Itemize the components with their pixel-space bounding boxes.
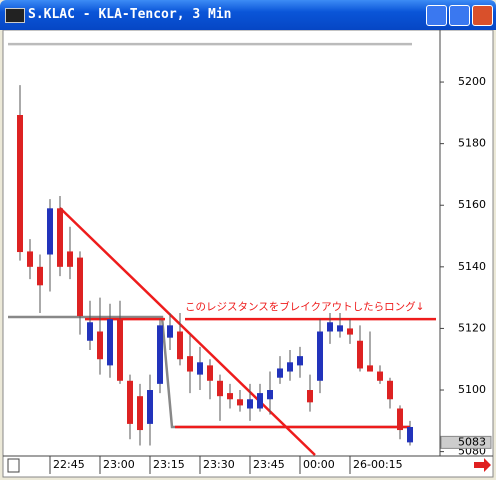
candle-body [47,208,53,255]
x-tick-label: 23:00 [103,458,135,471]
candle-body [397,408,403,431]
candle-body [57,208,63,267]
candle-body [77,257,83,317]
candle-body [17,115,23,253]
candle-body [27,251,33,267]
x-tick-label: 23:15 [153,458,185,471]
candle-body [207,365,213,381]
candle-body [107,319,113,366]
candle-body [137,396,143,431]
window-title: S.KLAC - KLA-Tencor, 3 Min [28,7,232,22]
candle-body [307,390,313,403]
candle-body [337,325,343,332]
candle-body [227,393,233,400]
candle-body [317,331,323,381]
last-price-box [440,435,492,449]
candle-body [157,325,163,384]
close-button[interactable] [472,5,493,26]
y-tick-label: 5140 [458,260,486,273]
last-price-label: 5083 [458,435,486,448]
candle-body [387,380,393,400]
x-tick-label: 23:45 [253,458,285,471]
candle-body [287,362,293,372]
candle-body [327,322,333,332]
candle-body [247,399,253,409]
overlay-line [59,207,316,456]
scroll-arrow[interactable] [474,458,491,472]
y-tick-label: 5120 [458,321,486,334]
candle-body [87,322,93,341]
candle-body [367,365,373,372]
candle-body [117,319,123,381]
candle-body [127,380,133,424]
y-tick-label: 5200 [458,75,486,88]
candle-body [197,362,203,375]
candle-body [237,399,243,406]
minimize-button[interactable] [426,5,447,26]
candle-body [407,426,413,443]
window-icon [5,8,25,23]
candle-body [217,380,223,397]
candle-body [297,356,303,366]
maximize-button[interactable] [449,5,470,26]
candle-body [277,368,283,378]
scroll-box[interactable] [7,458,20,473]
x-tick-label: 00:00 [303,458,335,471]
candle-body [167,325,173,338]
candle-body [97,331,103,360]
annotation: このレジスタンスをブレイクアウトしたらロング↓ [185,300,424,313]
y-tick-label: 5180 [458,137,486,150]
candle-body [37,266,43,286]
x-tick-label: 22:45 [53,458,85,471]
candle-body [267,390,273,400]
candle-body [347,328,353,335]
candle-body [147,390,153,424]
y-tick-label: 5160 [458,198,486,211]
candle-body [257,393,263,409]
y-tick-label: 5100 [458,383,486,396]
candle-body [357,340,363,369]
x-tick-label: 26-00:15 [353,458,403,471]
candle-body [177,331,183,360]
chart-frame [2,30,494,478]
candle-body [187,356,193,372]
candle-body [377,371,383,381]
title-bar: S.KLAC - KLA-Tencor, 3 Min [0,0,496,30]
x-tick-label: 23:30 [203,458,235,471]
candle-body [67,251,73,267]
